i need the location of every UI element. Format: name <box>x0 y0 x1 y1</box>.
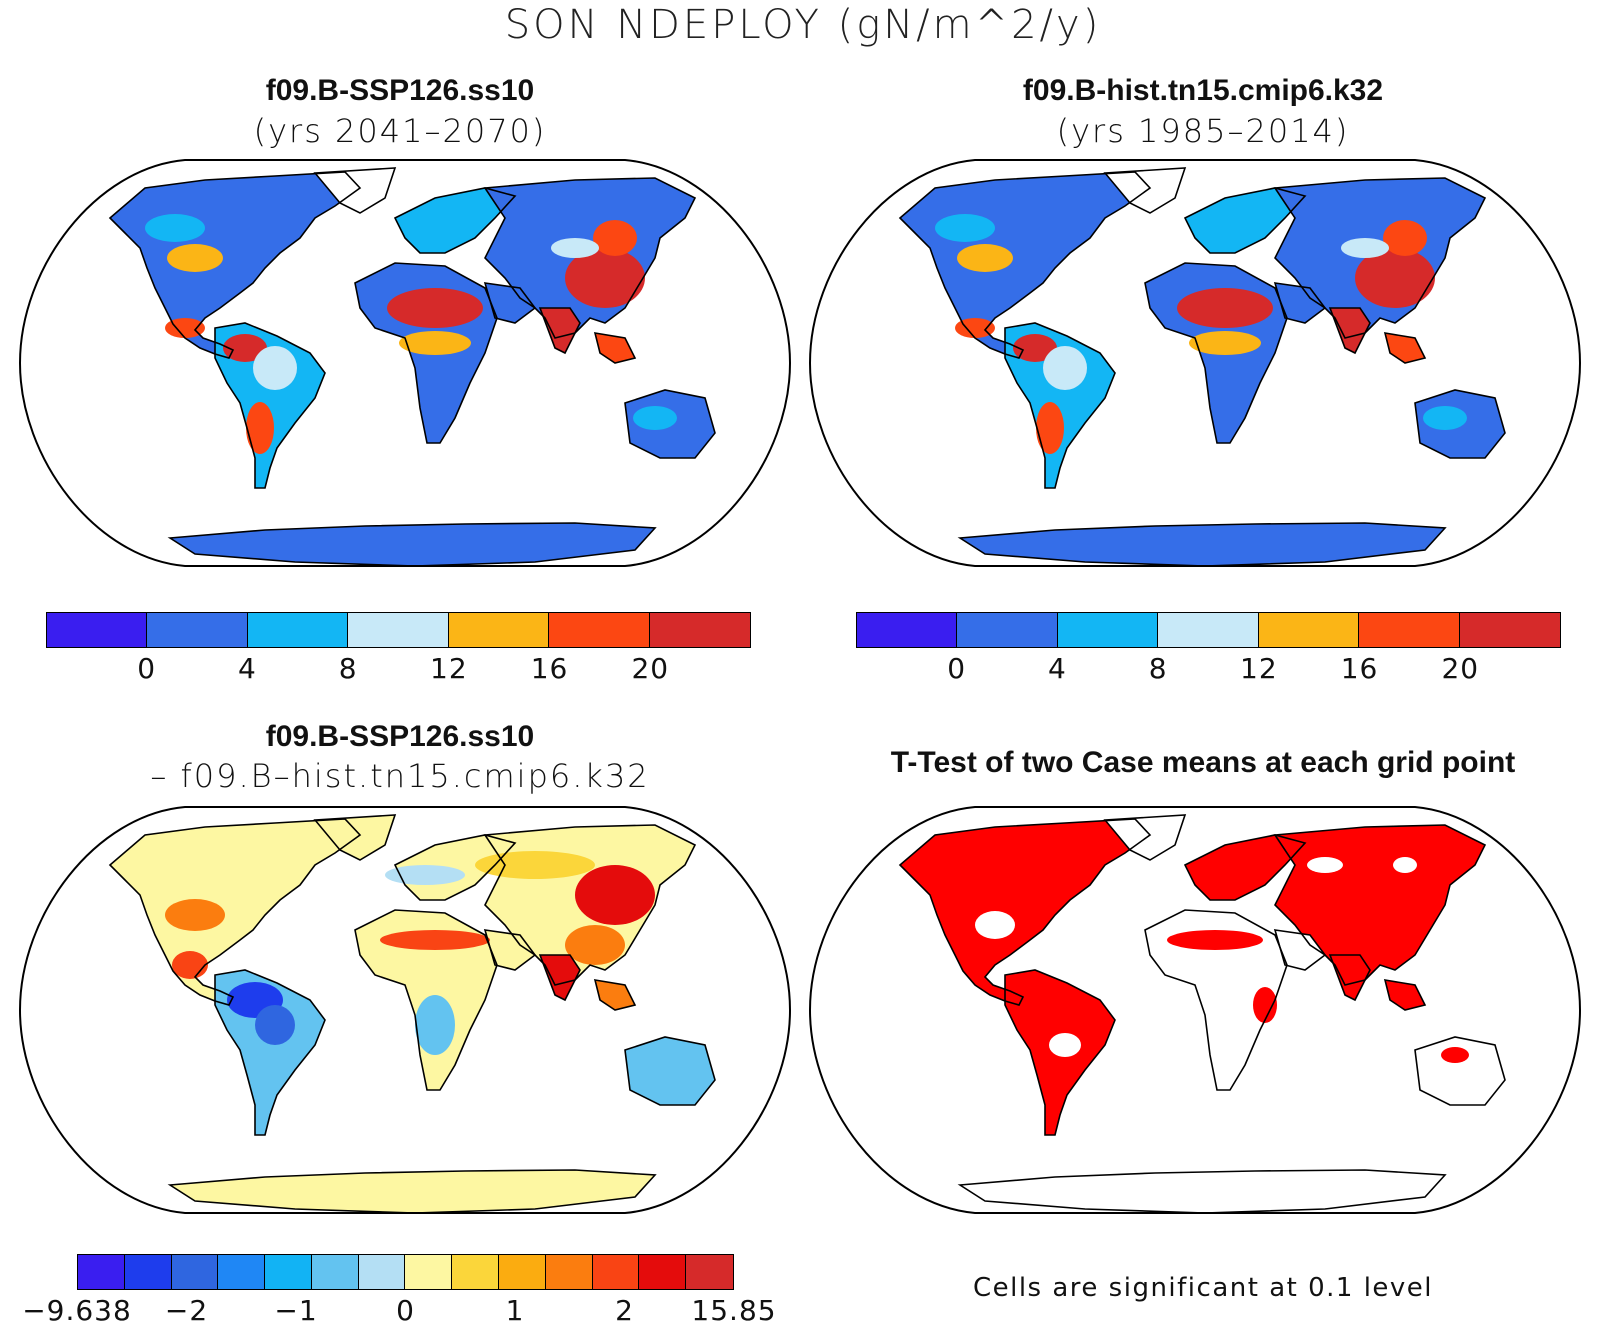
figure-title: SON NDEPLOY (gN/m^2/y) <box>504 2 1102 48</box>
colorbar-swatch <box>549 613 650 647</box>
colorbar-swatch <box>592 1255 640 1289</box>
colorbar-tick-label: 4 <box>238 652 257 685</box>
map-panel-4 <box>808 806 1582 1214</box>
colorbar-tick-label: 8 <box>338 652 358 685</box>
colorbar-panel-1 <box>46 612 751 648</box>
significance-note: Cells are significant at 0.1 level <box>972 1273 1434 1303</box>
colorbar-swatch <box>649 613 750 647</box>
colorbar-swatch <box>452 1255 500 1289</box>
colorbar-tick-label: 20 <box>1441 652 1480 685</box>
colorbar-swatch <box>545 1255 593 1289</box>
colorbar-swatch <box>1258 613 1360 647</box>
colorbar-swatch <box>639 1255 687 1289</box>
colorbar-swatch <box>147 613 248 647</box>
colorbar-swatch <box>1158 613 1259 647</box>
panel-3-subtitle: – f09.B–hist.tn15.cmip6.k32 <box>150 757 650 795</box>
colorbar-tick-label: 12 <box>430 652 468 685</box>
colorbar-tick-label: −2 <box>164 1294 209 1327</box>
colorbar-tick-label: 20 <box>631 652 670 685</box>
colorbar-tick-label: −9.638 <box>22 1294 132 1327</box>
colorbar-tick-label: 1 <box>505 1294 525 1327</box>
panel-1-subtitle: (yrs 2041–2070) <box>253 112 547 150</box>
colorbar-swatch <box>957 613 1058 647</box>
colorbar-swatch <box>265 1255 312 1289</box>
colorbar-swatch <box>857 613 958 647</box>
colorbar-swatch <box>171 1255 219 1289</box>
colorbar-tick-label: 0 <box>396 1294 415 1327</box>
colorbar-swatch <box>448 613 550 647</box>
map-panel-3 <box>18 806 792 1214</box>
colorbar-tick-label: 2 <box>615 1294 634 1327</box>
colorbar-tick-label: −1 <box>274 1294 318 1327</box>
colorbar-swatch <box>348 613 449 647</box>
colorbar-swatch <box>78 1255 125 1289</box>
panel-4-title: T-Test of two Case means at each grid po… <box>890 746 1516 779</box>
colorbar-tick-label: 0 <box>137 652 157 685</box>
colorbar-tick-label: 8 <box>1148 652 1168 685</box>
colorbar-tick-label: 0 <box>947 652 967 685</box>
colorbar-swatch <box>1459 613 1560 647</box>
colorbar-tick-label: 12 <box>1240 652 1278 685</box>
colorbar-swatch <box>247 613 349 647</box>
colorbar-tick-label: 4 <box>1048 652 1067 685</box>
panel-2-title: f09.B-hist.tn15.cmip6.k32 <box>1022 74 1384 107</box>
panel-3-title: f09.B-SSP126.ss10 <box>265 720 535 753</box>
map-panel-2 <box>808 159 1582 567</box>
colorbar-swatch <box>124 1255 172 1289</box>
colorbar-swatch <box>358 1255 406 1289</box>
colorbar-tick-label: 15.85 <box>691 1294 777 1327</box>
colorbar-swatch <box>1057 613 1159 647</box>
map-panel-1 <box>18 159 792 567</box>
colorbar-swatch <box>1359 613 1460 647</box>
colorbar-swatch <box>405 1255 453 1289</box>
colorbar-panel-3 <box>77 1254 734 1290</box>
colorbar-swatch <box>311 1255 359 1289</box>
panel-2-subtitle: (yrs 1985–2014) <box>1056 112 1350 150</box>
colorbar-swatch <box>47 613 148 647</box>
colorbar-swatch <box>499 1255 546 1289</box>
panel-1-title: f09.B-SSP126.ss10 <box>265 74 535 107</box>
colorbar-panel-2 <box>856 612 1561 648</box>
colorbar-swatch <box>218 1255 266 1289</box>
colorbar-tick-label: 16 <box>1340 652 1379 685</box>
colorbar-swatch <box>686 1255 733 1289</box>
colorbar-tick-label: 16 <box>530 652 569 685</box>
